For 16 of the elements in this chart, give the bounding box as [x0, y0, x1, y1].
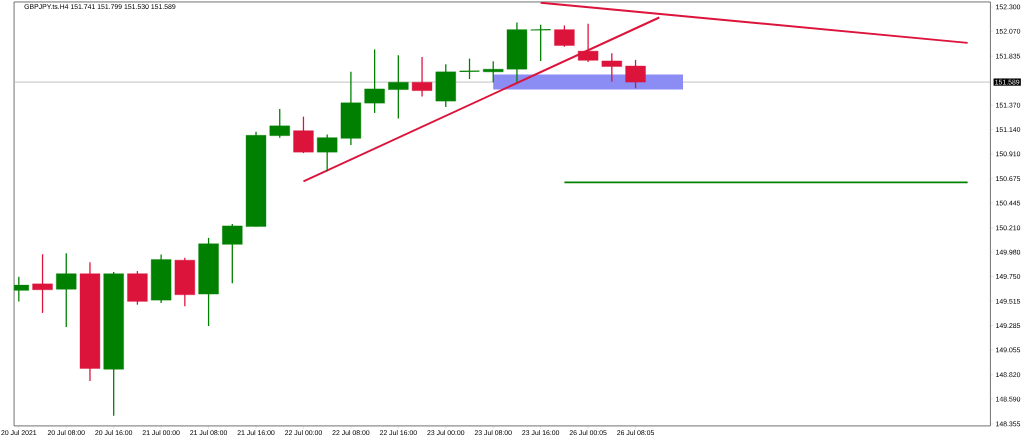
candlestick [293, 116, 314, 154]
candlestick [601, 52, 622, 83]
candlestick [32, 253, 53, 314]
candlestick [554, 24, 575, 48]
candlestick [364, 48, 385, 114]
candlestick [56, 252, 77, 328]
candlestick [388, 54, 409, 120]
candlestick [269, 108, 290, 139]
candlestick [530, 24, 552, 62]
candlestick [483, 60, 504, 84]
candlestick [458, 58, 481, 80]
candlestick [577, 23, 599, 63]
candlestick [411, 56, 433, 98]
candlestick [625, 59, 646, 90]
candlestick [222, 223, 243, 285]
candlestick [317, 133, 338, 173]
